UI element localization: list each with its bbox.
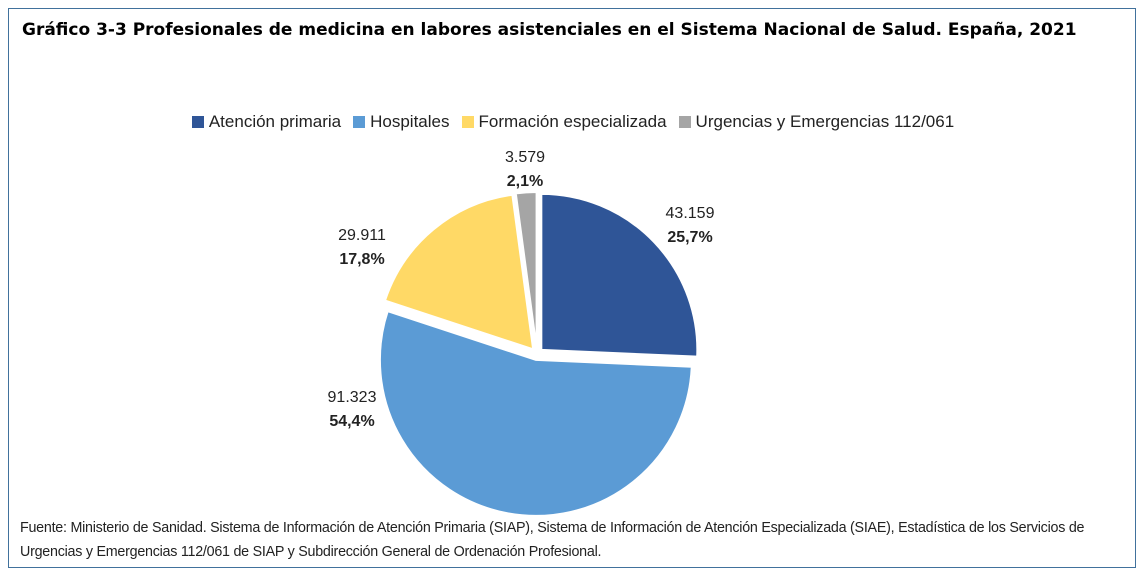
percentage-label: 2,1% [507,173,543,190]
legend-swatch [191,116,204,128]
chart-title: Gráfico 3-3 Profesionales de medicina en… [22,20,1077,40]
legend-label: Urgencias y Emergencias 112/061 [695,112,955,131]
value-label: 29.911 [338,227,386,244]
legend-item: Urgencias y Emergencias 112/061 [678,112,955,132]
legend-item: Formación especializada [461,112,667,132]
legend-label: Formación especializada [478,112,667,131]
pie-slice [383,193,535,351]
legend-item: Hospitales [353,112,450,132]
value-label: 3.579 [505,149,545,166]
value-label: 91.323 [328,389,377,406]
legend-label: Hospitales [370,112,450,131]
legend: Atención primaria Hospitales Formación esp… [0,112,1146,132]
legend-item: Atención primaria [191,112,342,132]
legend-label: Atención primaria [208,112,342,131]
source-note: Fuente: Ministerio de Sanidad. Sistema d… [20,520,1085,560]
value-label: 43.159 [666,205,715,222]
legend-swatch [461,116,474,128]
pie-slice [378,309,693,517]
percentage-label: 54,4% [329,413,374,430]
legend-swatch [353,116,366,128]
pie-slice [540,192,699,358]
percentage-label: 17,8% [339,251,384,268]
percentage-label: 25,7% [667,229,712,246]
pie-slice [514,191,538,349]
legend-swatch [678,116,691,128]
